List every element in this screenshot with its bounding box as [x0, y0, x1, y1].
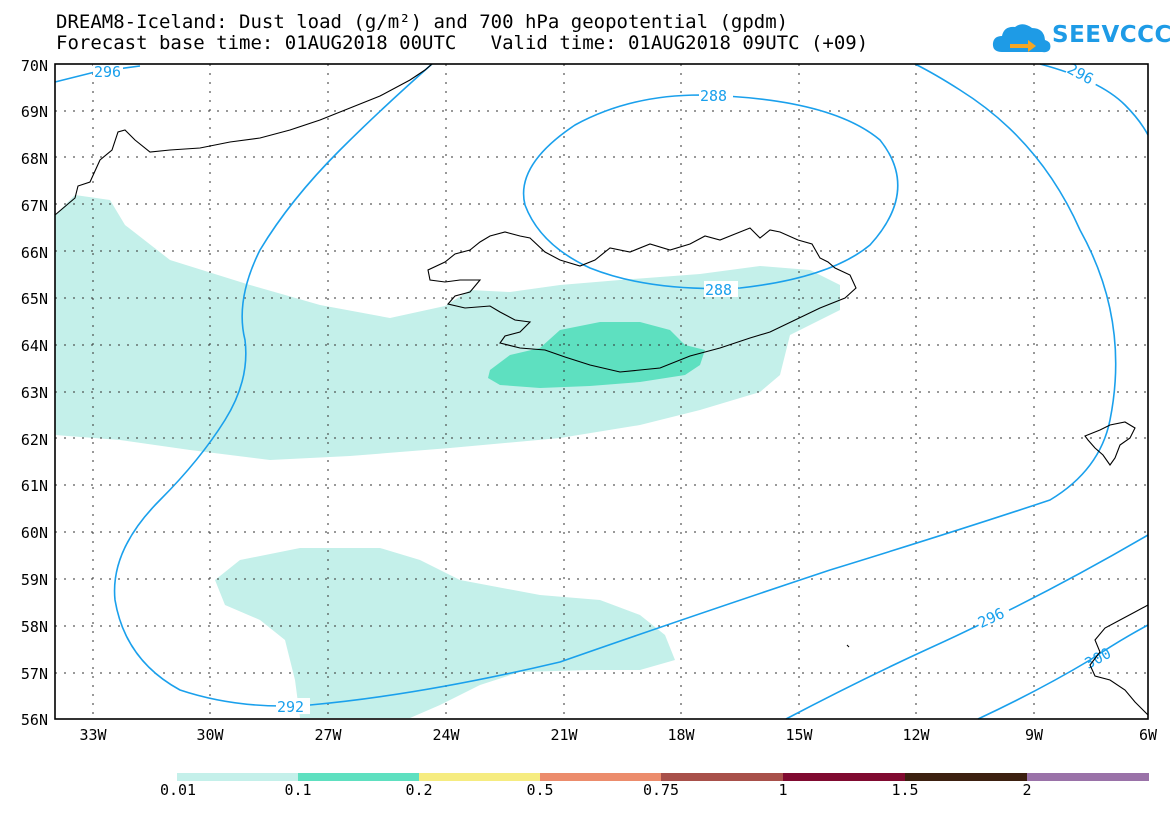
dust-area-north	[55, 195, 840, 460]
greenland-coast	[54, 63, 433, 216]
contour-300	[977, 624, 1149, 720]
map-title: DREAM8-Iceland: Dust load (g/m²) and 700…	[56, 11, 789, 33]
colorbar-swatch-2	[419, 773, 540, 781]
lat-label: 58N	[20, 618, 48, 636]
lon-label: 18W	[667, 726, 695, 744]
contour-296-southeast	[785, 534, 1149, 720]
colorbar-label: 0.1	[284, 781, 312, 799]
lat-label: 57N	[20, 665, 48, 683]
colorbar-swatch-5	[783, 773, 905, 781]
small-island	[846, 644, 850, 648]
lat-label: 62N	[20, 431, 48, 449]
contour-label-296-nw: 296	[94, 63, 121, 81]
colorbar-label: 0.75	[642, 781, 680, 799]
seevccc-logo	[992, 24, 1051, 53]
lat-label: 56N	[20, 711, 48, 729]
colorbar-swatch-0	[177, 773, 298, 781]
lat-label: 69N	[20, 103, 48, 121]
colorbar-swatch-1	[298, 773, 419, 781]
map-frame	[54, 63, 1149, 720]
colorbar-label: 0.2	[405, 781, 433, 799]
colorbar-label: 0.01	[159, 781, 197, 799]
map-subtitle: Forecast base time: 01AUG2018 00UTC Vali…	[56, 32, 869, 54]
dust-area-south	[215, 548, 675, 718]
lon-label: 6W	[1138, 726, 1158, 744]
lat-label: 65N	[20, 290, 48, 308]
lat-label: 67N	[20, 197, 48, 215]
contour-288	[522, 94, 899, 290]
colorbar-label: 1	[778, 781, 788, 799]
colorbar-swatch-6	[905, 773, 1027, 781]
lon-label: 12W	[902, 726, 930, 744]
grid-lines	[55, 64, 1150, 719]
lat-label: 61N	[20, 477, 48, 495]
colorbar-swatch-7	[1027, 773, 1149, 781]
coastlines	[54, 63, 1149, 716]
iceland-coast	[427, 227, 857, 373]
lon-label: 9W	[1024, 726, 1044, 744]
lat-label: 70N	[20, 57, 48, 75]
contour-label-292: 292	[277, 698, 304, 716]
colorbar-swatch-4	[661, 773, 783, 781]
lon-label: 27W	[314, 726, 342, 744]
lat-label: 59N	[20, 571, 48, 589]
dust-area-core	[488, 322, 705, 388]
lon-label: 33W	[79, 726, 107, 744]
colorbar-label: 0.5	[526, 781, 554, 799]
lon-label: 15W	[785, 726, 813, 744]
faroe-islands	[1084, 421, 1136, 466]
scotland-coast	[1089, 604, 1149, 716]
lon-label: 21W	[550, 726, 578, 744]
contour-label-288-north: 288	[700, 87, 727, 105]
colorbar-label: 2	[1022, 781, 1032, 799]
contour-labels: 296 296 288 288 292 296 300	[93, 60, 1114, 716]
contour-label-288-south: 288	[705, 281, 732, 299]
colorbar-label: 1.5	[891, 781, 919, 799]
dust-shading	[55, 195, 840, 718]
contour-292	[113, 63, 1117, 707]
cloud-arrow-icon	[992, 24, 1051, 53]
lat-label: 68N	[20, 150, 48, 168]
colorbar	[177, 773, 1149, 781]
lat-label: 66N	[20, 244, 48, 262]
colorbar-swatch-3	[540, 773, 661, 781]
logo-text: SEEVCCC	[1052, 22, 1172, 48]
lon-label: 24W	[432, 726, 460, 744]
lat-label: 63N	[20, 384, 48, 402]
lat-label: 60N	[20, 524, 48, 542]
lat-label: 64N	[20, 337, 48, 355]
lon-label: 30W	[196, 726, 224, 744]
